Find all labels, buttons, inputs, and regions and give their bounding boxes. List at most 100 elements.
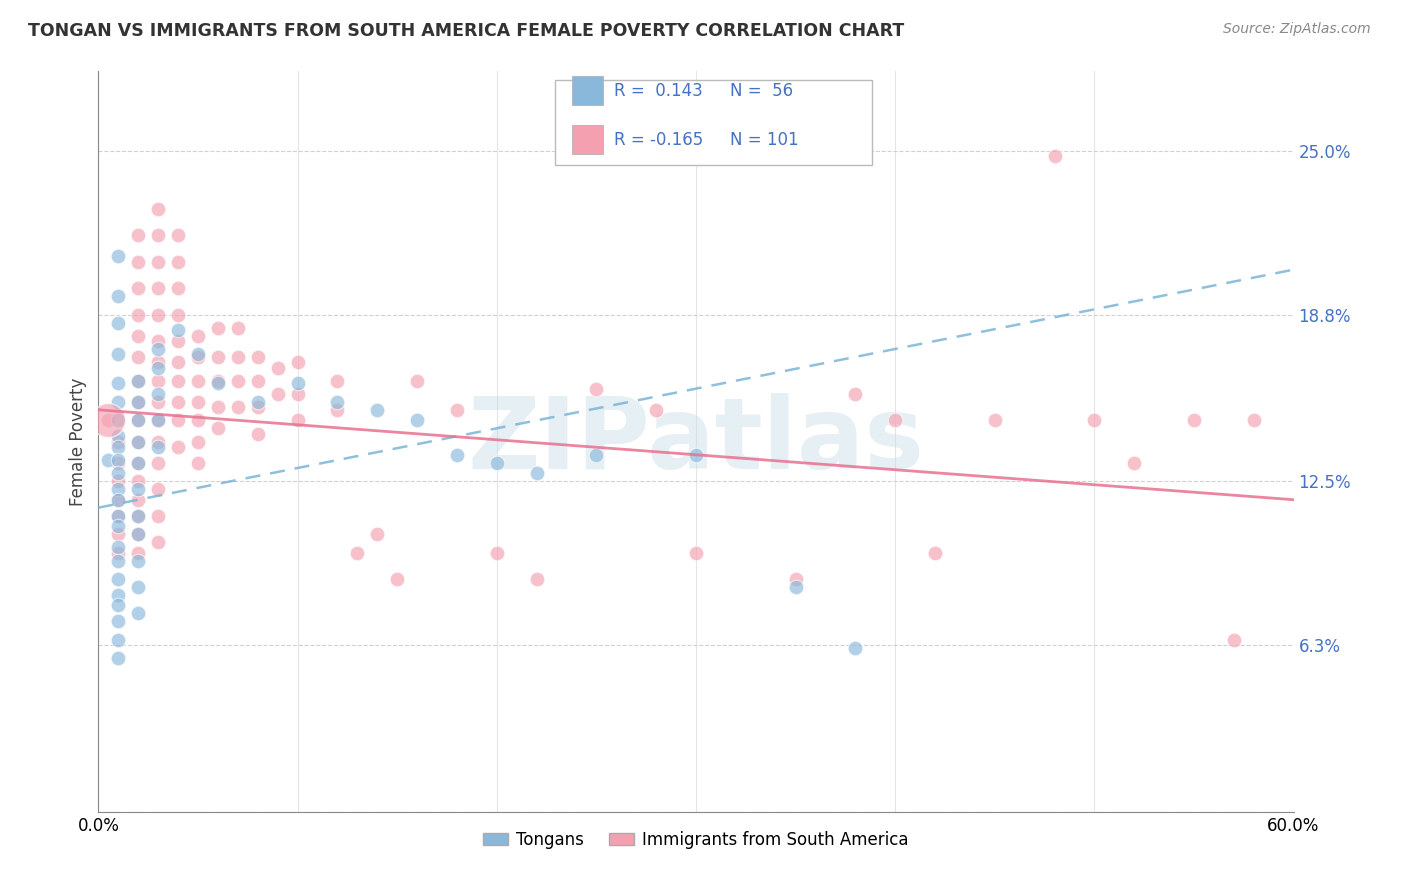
Point	[107, 316, 129, 330]
Point	[148, 508, 170, 523]
Point	[287, 413, 309, 427]
Point	[107, 347, 129, 361]
Text: R =  0.143: R = 0.143	[614, 81, 703, 100]
Point	[107, 651, 129, 665]
Point	[287, 376, 309, 391]
Point	[326, 374, 349, 388]
Point	[685, 448, 707, 462]
Point	[246, 426, 269, 441]
Point	[148, 413, 170, 427]
Point	[207, 376, 229, 391]
Point	[127, 492, 149, 507]
Point	[148, 254, 170, 268]
Point	[127, 374, 149, 388]
Point	[187, 413, 209, 427]
Point	[127, 456, 149, 470]
Point	[1043, 149, 1066, 163]
Point	[167, 281, 190, 295]
Point	[148, 202, 170, 216]
Point	[287, 387, 309, 401]
Point	[366, 402, 388, 417]
Point	[107, 599, 129, 613]
Point	[167, 254, 190, 268]
Point	[127, 413, 149, 427]
Point	[585, 382, 607, 396]
Point	[167, 395, 190, 409]
Point	[127, 308, 149, 322]
Point	[167, 334, 190, 348]
Point	[148, 395, 170, 409]
Point	[148, 281, 170, 295]
Point	[485, 456, 508, 470]
Point	[246, 395, 269, 409]
Point	[187, 434, 209, 449]
Point	[685, 546, 707, 560]
Point	[485, 546, 508, 560]
Point	[148, 413, 170, 427]
Point	[385, 572, 409, 586]
Point	[148, 535, 170, 549]
Point	[187, 347, 209, 361]
Point	[107, 615, 129, 629]
Point	[148, 456, 170, 470]
Point	[107, 250, 129, 264]
Point	[127, 508, 149, 523]
Point	[148, 334, 170, 348]
Point	[127, 527, 149, 541]
Point	[585, 448, 607, 462]
Point	[187, 374, 209, 388]
Point	[127, 434, 149, 449]
Text: N = 101: N = 101	[730, 130, 799, 149]
Point	[167, 355, 190, 369]
Point	[167, 324, 190, 338]
Point	[148, 387, 170, 401]
Point	[107, 519, 129, 533]
Point	[207, 374, 229, 388]
Point	[326, 402, 349, 417]
Text: N =  56: N = 56	[730, 81, 793, 100]
Point	[127, 546, 149, 560]
Point	[127, 413, 149, 427]
Legend: Tongans, Immigrants from South America: Tongans, Immigrants from South America	[477, 824, 915, 855]
Point	[246, 400, 269, 414]
Point	[107, 453, 129, 467]
Point	[1182, 413, 1205, 427]
Point	[148, 355, 170, 369]
Point	[148, 440, 170, 454]
Point	[107, 508, 129, 523]
Point	[148, 360, 170, 375]
Point	[148, 308, 170, 322]
Point	[207, 400, 229, 414]
Point	[127, 254, 149, 268]
Point	[107, 474, 129, 488]
Point	[1123, 456, 1146, 470]
Point	[167, 374, 190, 388]
Point	[107, 492, 129, 507]
Point	[226, 374, 249, 388]
Point	[326, 395, 349, 409]
Point	[148, 374, 170, 388]
Point	[246, 374, 269, 388]
Point	[107, 376, 129, 391]
Point	[148, 342, 170, 356]
Text: R = -0.165: R = -0.165	[614, 130, 703, 149]
Point	[127, 434, 149, 449]
Text: ZIPatlas: ZIPatlas	[468, 393, 924, 490]
Point	[1223, 632, 1246, 647]
Point	[107, 434, 129, 449]
Point	[107, 456, 129, 470]
Point	[526, 467, 548, 481]
Point	[984, 413, 1007, 427]
Point	[127, 607, 149, 621]
Point	[107, 482, 129, 496]
Point	[1083, 413, 1105, 427]
Point	[127, 350, 149, 364]
Point	[226, 321, 249, 335]
Point	[107, 527, 129, 541]
Point	[97, 413, 120, 427]
Point	[107, 467, 129, 481]
Point	[346, 546, 368, 560]
Point	[127, 281, 149, 295]
Point	[884, 413, 907, 427]
Point	[207, 321, 229, 335]
